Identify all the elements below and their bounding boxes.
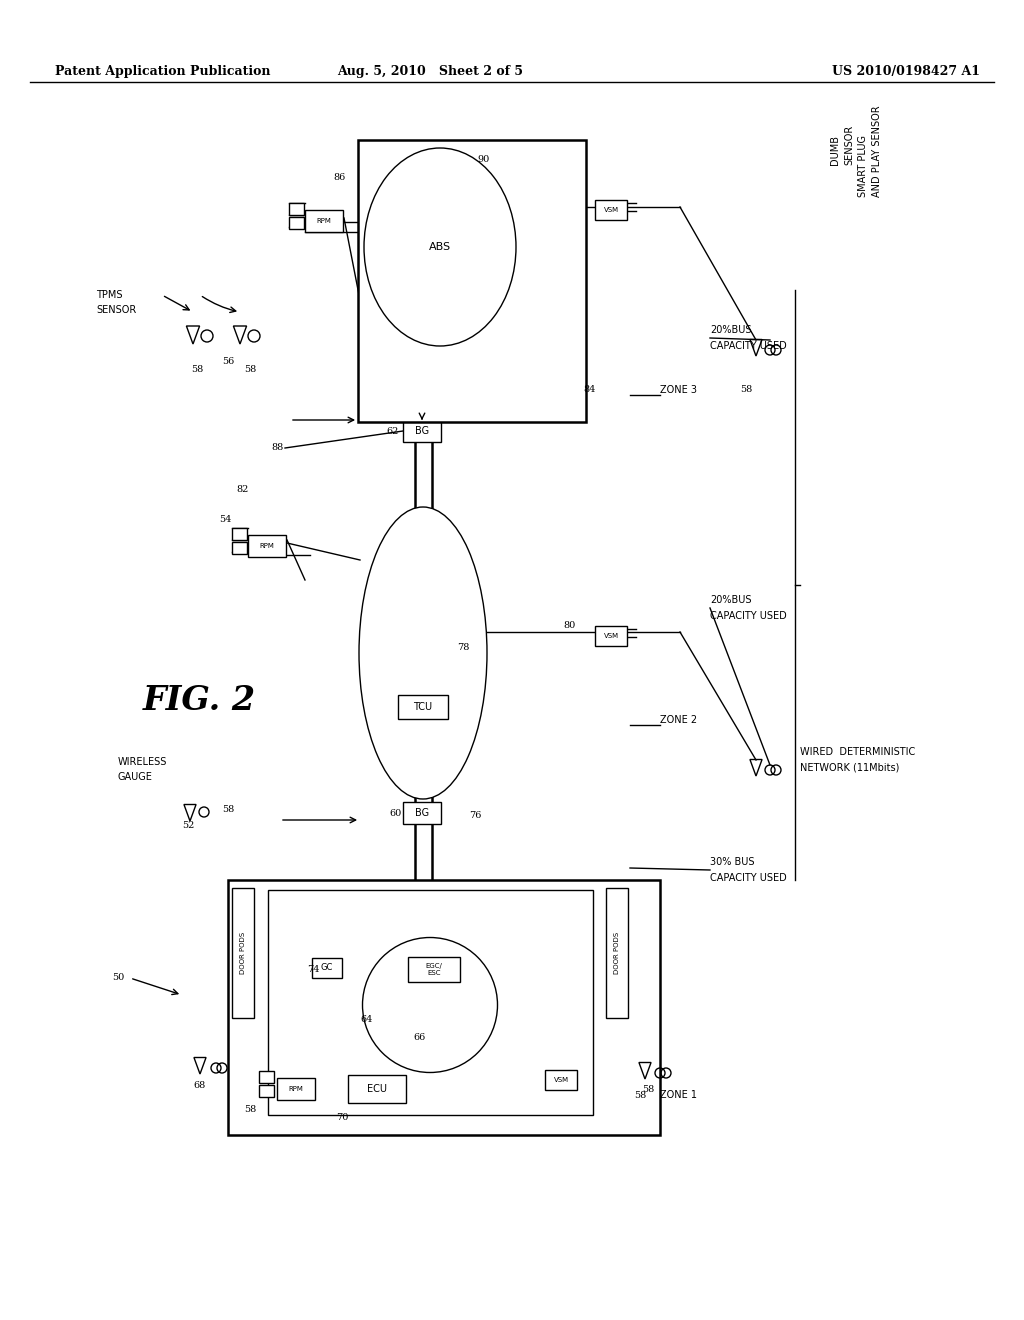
Bar xyxy=(408,957,460,982)
Bar xyxy=(595,626,627,645)
Text: 64: 64 xyxy=(360,1015,373,1024)
Text: 68: 68 xyxy=(194,1081,206,1089)
Text: VSM: VSM xyxy=(603,634,618,639)
Text: CAPACITY USED: CAPACITY USED xyxy=(710,611,786,620)
Text: 20%BUS: 20%BUS xyxy=(710,595,752,605)
Bar xyxy=(278,1078,315,1100)
Text: RPM: RPM xyxy=(259,543,274,549)
Text: BG: BG xyxy=(415,808,429,818)
Text: Aug. 5, 2010   Sheet 2 of 5: Aug. 5, 2010 Sheet 2 of 5 xyxy=(337,65,523,78)
Text: 62: 62 xyxy=(387,426,399,436)
Text: US 2010/0198427 A1: US 2010/0198427 A1 xyxy=(831,65,980,78)
Text: 66: 66 xyxy=(414,1034,426,1043)
Bar xyxy=(305,210,343,232)
Bar xyxy=(403,420,441,442)
Text: 58: 58 xyxy=(244,366,256,375)
Text: 52: 52 xyxy=(182,821,195,830)
Text: 90: 90 xyxy=(477,156,489,165)
Text: 58: 58 xyxy=(642,1085,654,1094)
Text: 56: 56 xyxy=(222,358,234,367)
Text: 80: 80 xyxy=(564,622,577,631)
Text: ABS: ABS xyxy=(429,242,451,252)
Text: SMART PLUG
AND PLAY SENSOR: SMART PLUG AND PLAY SENSOR xyxy=(858,106,882,197)
Text: Patent Application Publication: Patent Application Publication xyxy=(55,65,270,78)
Bar xyxy=(228,880,660,1135)
Text: DUMB
SENSOR: DUMB SENSOR xyxy=(830,125,854,165)
Text: 86: 86 xyxy=(334,173,346,182)
Bar xyxy=(259,1085,274,1097)
Text: 82: 82 xyxy=(237,486,249,495)
Ellipse shape xyxy=(359,507,487,799)
Text: TPMS: TPMS xyxy=(96,290,123,300)
Text: TCU: TCU xyxy=(414,702,432,711)
Text: EGC/
ESC: EGC/ ESC xyxy=(426,964,442,975)
Bar xyxy=(595,201,627,220)
Text: DOOR PODS: DOOR PODS xyxy=(240,932,246,974)
Bar xyxy=(606,888,628,1018)
Text: 70: 70 xyxy=(336,1113,348,1122)
Text: RPM: RPM xyxy=(316,218,332,224)
Text: ZONE 2: ZONE 2 xyxy=(660,715,697,725)
Bar xyxy=(232,528,247,540)
Text: 60: 60 xyxy=(389,808,401,817)
Ellipse shape xyxy=(364,148,516,346)
Text: ECU: ECU xyxy=(367,1084,387,1094)
Text: BG: BG xyxy=(415,426,429,436)
Bar xyxy=(232,888,254,1018)
Text: NETWORK (11Mbits): NETWORK (11Mbits) xyxy=(800,763,899,774)
Text: 58: 58 xyxy=(222,805,234,814)
Bar xyxy=(545,1071,577,1090)
Text: 20%BUS: 20%BUS xyxy=(710,325,752,335)
Bar xyxy=(348,1074,406,1104)
Text: GC: GC xyxy=(321,964,333,973)
Bar xyxy=(403,803,441,824)
Text: 58: 58 xyxy=(244,1106,256,1114)
Text: RPM: RPM xyxy=(289,1086,303,1092)
Text: DOOR PODS: DOOR PODS xyxy=(614,932,620,974)
Bar xyxy=(248,535,286,557)
Text: GAUGE: GAUGE xyxy=(118,772,153,781)
Ellipse shape xyxy=(362,937,498,1072)
Text: VSM: VSM xyxy=(553,1077,568,1082)
Text: VSM: VSM xyxy=(603,207,618,213)
Text: CAPACITY USED: CAPACITY USED xyxy=(710,341,786,351)
Text: 30% BUS: 30% BUS xyxy=(710,857,755,867)
Text: ZONE 1: ZONE 1 xyxy=(660,1090,697,1100)
Text: 74: 74 xyxy=(307,965,319,974)
Bar xyxy=(259,1071,274,1082)
Text: CAPACITY USED: CAPACITY USED xyxy=(710,873,786,883)
Text: 54: 54 xyxy=(219,516,231,524)
Bar xyxy=(268,890,593,1115)
Text: 58: 58 xyxy=(740,385,752,395)
Text: WIRED  DETERMINISTIC: WIRED DETERMINISTIC xyxy=(800,747,915,756)
Bar xyxy=(398,696,449,719)
Text: FIG. 2: FIG. 2 xyxy=(143,684,256,717)
Text: 88: 88 xyxy=(272,444,284,453)
Text: 76: 76 xyxy=(469,810,481,820)
Text: SENSOR: SENSOR xyxy=(96,305,136,315)
Bar xyxy=(289,203,304,215)
Text: 78: 78 xyxy=(457,644,469,652)
Bar xyxy=(289,216,304,228)
Text: WIRELESS: WIRELESS xyxy=(118,756,167,767)
Bar xyxy=(232,543,247,554)
Text: ZONE 3: ZONE 3 xyxy=(660,385,697,395)
Bar xyxy=(358,140,586,422)
Text: 50: 50 xyxy=(112,974,124,982)
Bar xyxy=(312,958,342,978)
Text: 58: 58 xyxy=(634,1090,646,1100)
Text: 58: 58 xyxy=(190,366,203,375)
Text: 84: 84 xyxy=(584,385,596,395)
